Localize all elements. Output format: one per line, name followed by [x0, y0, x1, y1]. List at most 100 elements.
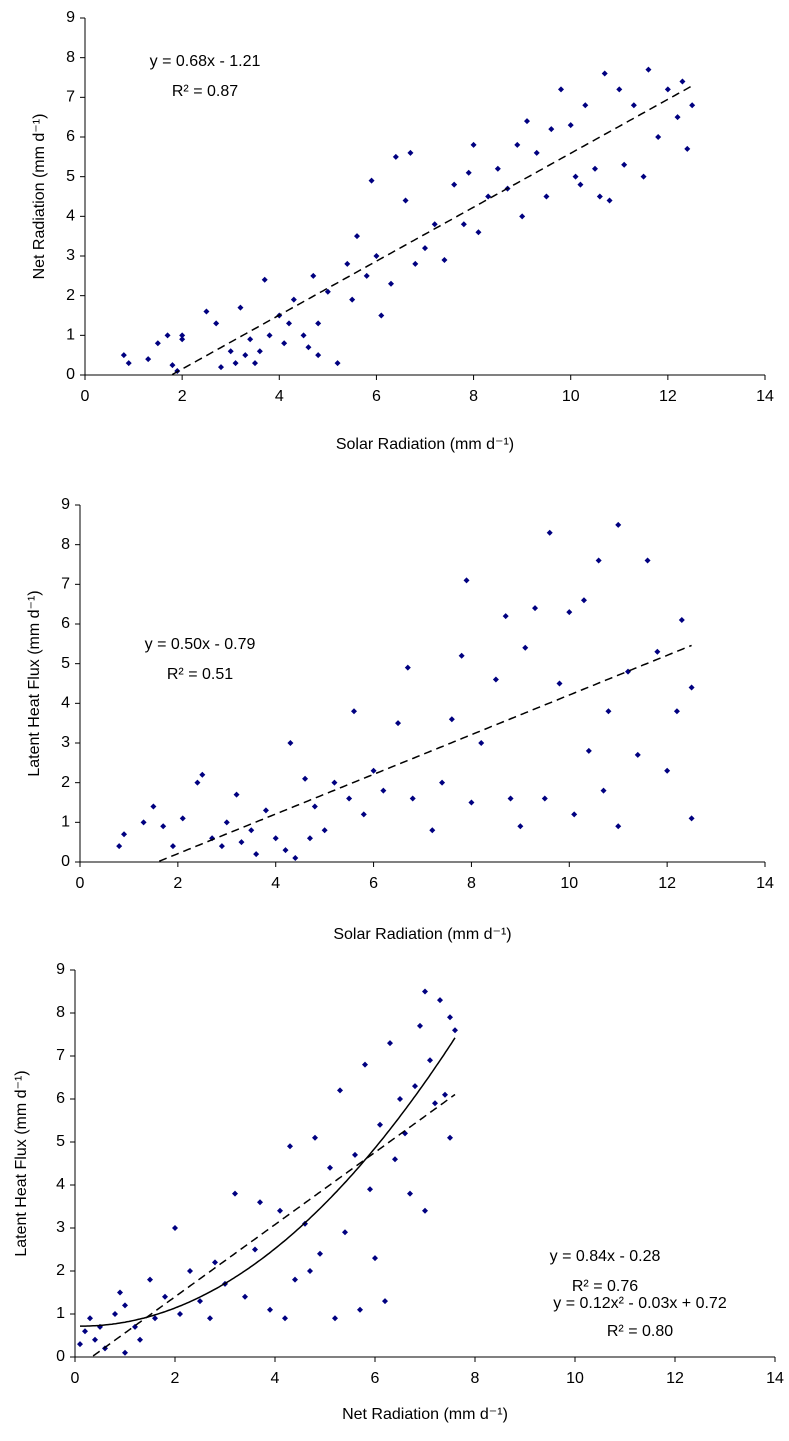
data-point: [292, 1276, 298, 1283]
data-point: [312, 1134, 318, 1141]
data-point: [282, 1315, 288, 1322]
data-point: [664, 767, 671, 774]
data-point: [287, 740, 294, 746]
data-point: [233, 791, 240, 798]
x-tick-label: 12: [658, 875, 676, 892]
data-point: [441, 256, 448, 263]
data-point: [463, 577, 470, 584]
x-tick-label: 2: [171, 1370, 180, 1387]
data-point: [290, 296, 297, 303]
y-tick-label: 0: [56, 1348, 65, 1365]
data-point: [282, 847, 289, 854]
y-tick-label: 9: [66, 9, 75, 26]
data-point: [601, 70, 608, 77]
data-point: [120, 352, 127, 359]
data-point: [311, 803, 318, 810]
x-tick-label: 6: [372, 388, 381, 405]
data-point: [232, 360, 239, 367]
y-tick-label: 6: [66, 128, 75, 145]
fit-equation: y = 0.84x - 0.28: [550, 1248, 661, 1265]
data-point: [558, 86, 564, 93]
trendline: [80, 1037, 456, 1327]
x-axis-label: Solar Radiation (mm d⁻¹): [333, 926, 511, 943]
y-tick-label: 2: [61, 774, 70, 791]
data-point: [321, 827, 328, 834]
data-point: [327, 1164, 333, 1171]
data-point: [203, 308, 210, 315]
data-point: [121, 831, 128, 838]
data-point: [387, 1040, 393, 1047]
data-point: [404, 664, 411, 671]
data-point: [337, 1087, 343, 1094]
y-axis-label: Latent Heat Flux (mm d⁻¹): [26, 590, 43, 776]
data-point: [160, 823, 167, 830]
data-point: [212, 1259, 218, 1266]
data-point: [145, 356, 152, 363]
data-point: [514, 141, 521, 148]
data-point: [519, 213, 526, 220]
data-point: [634, 751, 641, 758]
data-point: [257, 1199, 263, 1206]
y-tick-label: 9: [61, 496, 70, 513]
data-point: [177, 1311, 183, 1317]
data-point: [397, 1096, 403, 1102]
data-point: [392, 1156, 398, 1163]
data-point: [199, 771, 206, 778]
data-point: [442, 1091, 448, 1098]
data-point: [517, 823, 524, 830]
data-point: [468, 799, 475, 806]
data-point: [272, 835, 279, 842]
data-point: [247, 336, 254, 343]
data-point: [447, 1134, 453, 1141]
x-tick-label: 12: [659, 388, 677, 405]
x-tick-label: 12: [666, 1370, 684, 1387]
data-point: [213, 320, 220, 327]
data-point: [485, 193, 492, 200]
x-tick-label: 4: [271, 875, 280, 892]
x-tick-label: 14: [766, 1370, 784, 1387]
data-point: [150, 803, 157, 810]
data-point: [300, 332, 307, 339]
data-point: [262, 807, 269, 814]
data-point: [378, 312, 385, 319]
x-tick-label: 2: [173, 875, 182, 892]
data-point: [152, 1315, 158, 1322]
data-point: [422, 245, 428, 252]
data-point: [448, 716, 455, 723]
data-point: [261, 276, 268, 283]
data-point: [478, 740, 485, 746]
data-point: [169, 843, 176, 850]
data-point: [679, 78, 686, 85]
data-point: [382, 1298, 388, 1305]
y-tick-label: 1: [66, 327, 75, 344]
data-point: [429, 827, 436, 834]
fit-equation: y = 0.12x² - 0.03x + 0.72: [553, 1295, 727, 1312]
data-point: [494, 165, 501, 172]
data-point: [169, 362, 176, 369]
data-point: [248, 827, 255, 834]
y-tick-label: 5: [61, 655, 70, 672]
data-point: [317, 1250, 323, 1257]
fit-r-squared: R² = 0.76: [572, 1278, 638, 1295]
data-point: [439, 779, 446, 786]
data-point: [140, 819, 147, 826]
data-point: [422, 1207, 428, 1214]
data-point: [370, 767, 377, 774]
data-point: [227, 348, 234, 355]
data-point: [470, 141, 477, 148]
data-point: [82, 1328, 88, 1335]
data-point: [237, 304, 244, 311]
data-point: [367, 1186, 373, 1193]
fit-r-squared: R² = 0.51: [167, 666, 233, 683]
data-point: [162, 1293, 168, 1300]
data-point: [223, 819, 230, 826]
y-tick-label: 6: [56, 1090, 65, 1107]
x-tick-label: 14: [756, 388, 774, 405]
data-point: [187, 1268, 193, 1274]
data-point: [507, 795, 514, 802]
y-tick-label: 1: [56, 1305, 65, 1322]
y-tick-label: 4: [66, 208, 75, 225]
data-point: [541, 795, 548, 802]
trendline: [171, 85, 693, 376]
